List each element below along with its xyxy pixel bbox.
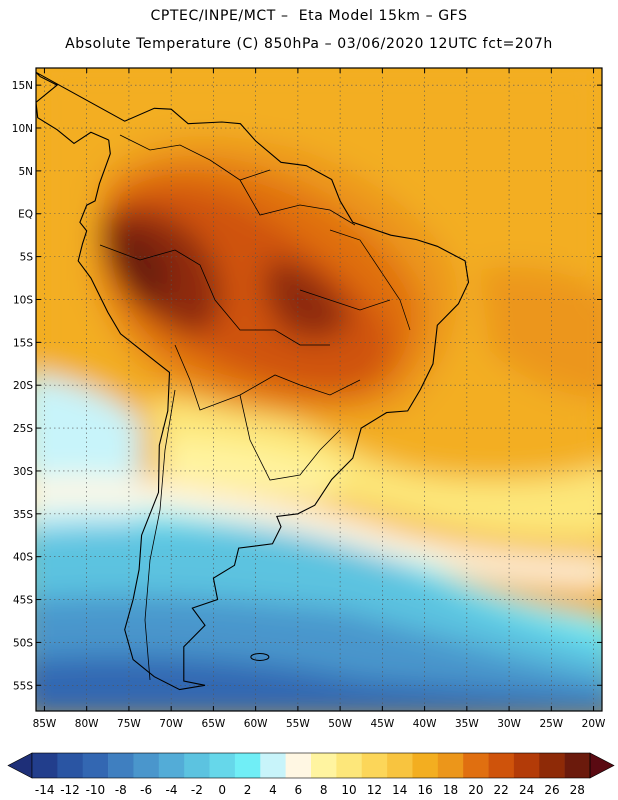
lon-tick-label: 40W bbox=[413, 718, 437, 730]
colorbar-swatch bbox=[564, 753, 591, 778]
colorbar-label: -8 bbox=[115, 783, 127, 797]
colorbar-swatch bbox=[158, 753, 185, 778]
lat-tick-label: 10S bbox=[13, 294, 33, 306]
lon-tick-label: 65W bbox=[202, 718, 226, 730]
colorbar-label: 2 bbox=[244, 783, 252, 797]
colorbar-label: 26 bbox=[544, 783, 559, 797]
colorbar-swatch bbox=[361, 753, 388, 778]
colorbar-label: -2 bbox=[191, 783, 203, 797]
colorbar-swatch bbox=[260, 753, 286, 778]
lat-tick-label: 20S bbox=[13, 380, 33, 392]
colorbar-label: 0 bbox=[218, 783, 226, 797]
country-borders bbox=[99, 134, 411, 681]
colorbar-label: 28 bbox=[570, 783, 585, 797]
lat-tick-label: 5N bbox=[18, 166, 33, 178]
lat-tick-label: 55S bbox=[13, 680, 33, 692]
colorbar-swatch bbox=[82, 753, 109, 778]
colorbar-swatch bbox=[108, 753, 134, 778]
coastline bbox=[36, 71, 470, 691]
lat-tick-label: 10N bbox=[12, 123, 33, 135]
temperature-field bbox=[36, 68, 602, 711]
lon-tick-label: 80W bbox=[75, 718, 99, 730]
lat-tick-label: 50S bbox=[13, 637, 33, 649]
colorbar-swatch bbox=[311, 753, 337, 778]
colorbar-swatch bbox=[539, 753, 565, 778]
lat-lon-grid bbox=[36, 68, 602, 711]
colorbar-swatch bbox=[184, 753, 210, 778]
lon-tick-label: 50W bbox=[328, 718, 352, 730]
axis-ticks: 85W 80W 75W 70W 65W 60W 55W 50W 45W 40W 35W 30W 25W 2… bbox=[12, 68, 606, 730]
colorbar-swatch bbox=[336, 753, 363, 778]
lat-tick-label: 30S bbox=[13, 466, 33, 478]
lon-tick-label: 85W bbox=[33, 718, 57, 730]
lat-tick-label: 15S bbox=[13, 337, 33, 349]
colorbar-label: 8 bbox=[320, 783, 328, 797]
colorbar-label: -6 bbox=[140, 783, 152, 797]
colorbar-label: -14 bbox=[35, 783, 55, 797]
lat-tick-label: 35S bbox=[13, 509, 33, 521]
colorbar-swatch bbox=[513, 753, 540, 778]
colorbar-swatch bbox=[57, 753, 84, 778]
colorbar-label: 10 bbox=[341, 783, 356, 797]
colorbar-label: 4 bbox=[269, 783, 277, 797]
lat-tick-label: 40S bbox=[13, 552, 33, 564]
colorbar-label: -4 bbox=[166, 783, 178, 797]
lon-tick-label: 60W bbox=[244, 718, 268, 730]
colorbar-swatch bbox=[463, 753, 489, 778]
lon-tick-label: 75W bbox=[117, 718, 141, 730]
colorbar-label: 6 bbox=[294, 783, 302, 797]
colorbar-high-arrow bbox=[589, 752, 615, 779]
colorbar-swatch bbox=[488, 753, 515, 778]
lat-tick-label: 5S bbox=[20, 252, 34, 264]
lon-tick-label: 70W bbox=[159, 718, 183, 730]
colorbar-label: 12 bbox=[367, 783, 382, 797]
lat-tick-label: 25S bbox=[13, 423, 33, 435]
lat-tick-label: 45S bbox=[13, 595, 33, 607]
lat-tick-label: 15N bbox=[12, 80, 33, 92]
colorbar-label: 22 bbox=[494, 783, 509, 797]
map-title-line-1: CPTEC/INPE/MCT – Eta Model 15km – GFS bbox=[150, 8, 468, 24]
colorbar-swatch bbox=[412, 753, 439, 778]
colorbar-label: 24 bbox=[519, 783, 534, 797]
colorbar-swatch bbox=[387, 753, 413, 778]
colorbar: -14 -12 -10 -8 -6 -4 -2 0 2 4 6 8 10 12 14 16 18 20 22 24 26… bbox=[7, 752, 615, 797]
south-america-coastline bbox=[36, 71, 470, 691]
falkland-islands bbox=[250, 652, 270, 661]
colorbar-swatch bbox=[285, 753, 312, 778]
colorbar-label: 14 bbox=[392, 783, 407, 797]
colorbar-label: 20 bbox=[468, 783, 483, 797]
colorbar-label: -10 bbox=[86, 783, 106, 797]
colorbar-label: 16 bbox=[417, 783, 432, 797]
lon-tick-label: 45W bbox=[370, 718, 394, 730]
colorbar-label: 18 bbox=[443, 783, 458, 797]
colorbar-frame bbox=[31, 752, 591, 779]
map-title-line-2: Absolute Temperature (C) 850hPa – 03/06/… bbox=[65, 36, 553, 52]
colorbar-swatch bbox=[133, 753, 160, 778]
colorbar-low-arrow bbox=[7, 752, 33, 779]
lon-tick-label: 55W bbox=[286, 718, 310, 730]
colorbar-swatch bbox=[209, 753, 236, 778]
lon-tick-label: 20W bbox=[582, 718, 606, 730]
lat-tick-label: EQ bbox=[18, 209, 33, 221]
colorbar-label: -12 bbox=[60, 783, 80, 797]
map-frame bbox=[35, 67, 603, 712]
lon-tick-label: 30W bbox=[497, 718, 521, 730]
colorbar-swatch bbox=[437, 753, 464, 778]
lon-tick-label: 35W bbox=[455, 718, 479, 730]
colorbar-swatch bbox=[32, 753, 58, 778]
lon-tick-label: 25W bbox=[539, 718, 563, 730]
colorbar-swatch bbox=[234, 753, 261, 778]
